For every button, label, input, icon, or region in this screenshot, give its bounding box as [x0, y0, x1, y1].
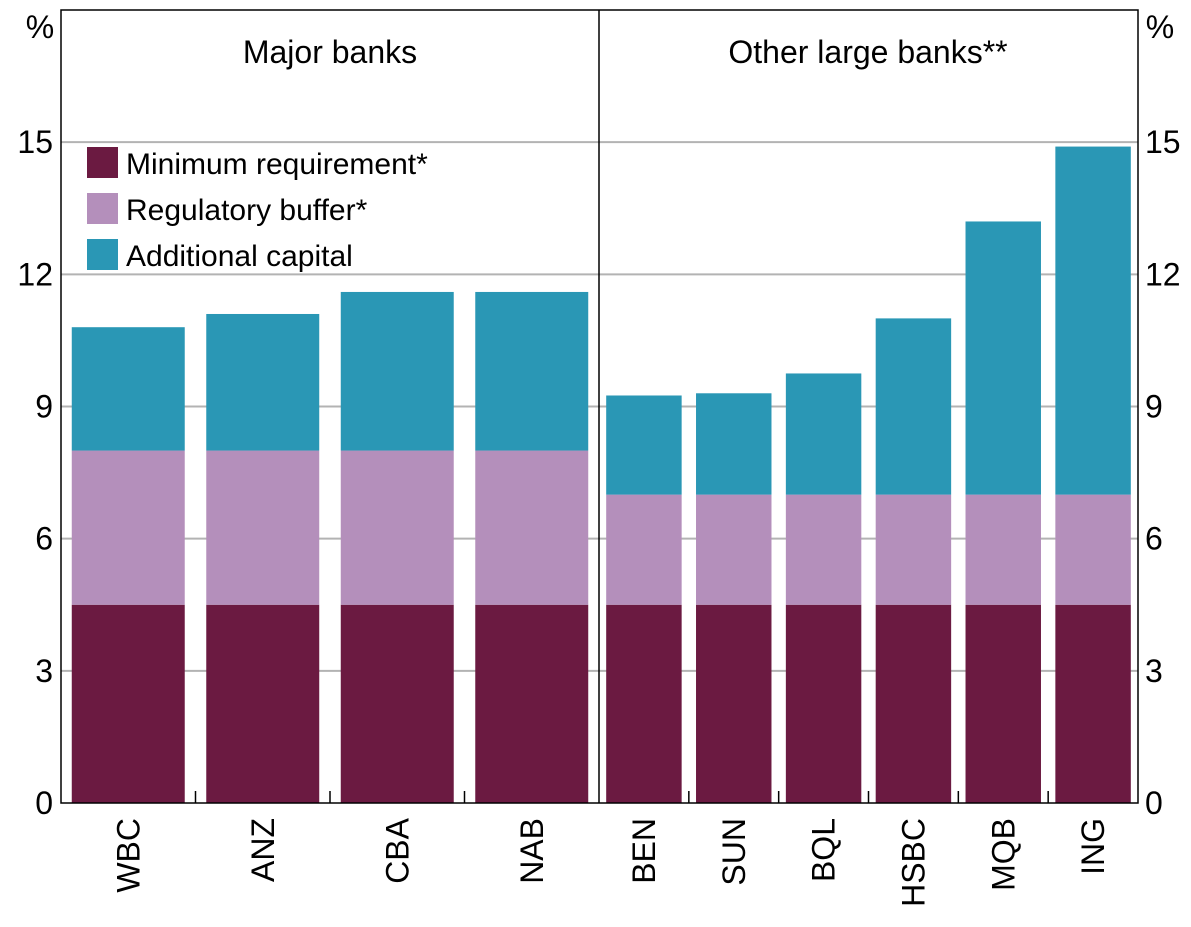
y-tick-label-right: 0	[1145, 785, 1163, 821]
bar-anz-additional-capital	[206, 313, 320, 451]
legend-swatch	[87, 239, 118, 270]
bar-mqb-minimum-requirement	[965, 604, 1041, 803]
bar-sun-additional-capital	[696, 393, 772, 495]
legend-label: Regulatory buffer*	[126, 194, 368, 227]
axes: 0 0 3 3 6 6 9 9 12 12 15 15	[17, 124, 1180, 821]
legend-swatch	[87, 147, 118, 178]
legend-label: Additional capital	[126, 240, 353, 273]
bar-mqb-additional-capital	[965, 221, 1041, 495]
x-category-label: CBA	[379, 817, 415, 883]
panel-title-major-banks: Major banks	[243, 34, 417, 70]
bar-anz-minimum-requirement	[206, 604, 320, 803]
bar-mqb-regulatory-buffer	[965, 494, 1041, 605]
bar-bql-additional-capital	[785, 373, 862, 495]
bar-nab-additional-capital	[475, 291, 589, 451]
bar-ing-minimum-requirement	[1055, 604, 1131, 803]
bar-cba-minimum-requirement	[340, 604, 454, 803]
x-category-label: NAB	[514, 818, 550, 884]
x-category-label: MQB	[985, 818, 1021, 891]
x-category-label: BEN	[626, 818, 662, 884]
bar-nab-minimum-requirement	[475, 604, 589, 803]
bar-bql-minimum-requirement	[785, 604, 862, 803]
bar-hsbc-minimum-requirement	[875, 604, 952, 803]
y-tick-label-right: 3	[1145, 653, 1163, 689]
x-axis-labels: WBC ANZ CBA NAB BEN SUN BQL HSBC MQB ING	[110, 817, 1111, 907]
legend: Minimum requirement* Regulatory buffer* Ad…	[87, 147, 428, 273]
y-tick-label-right: 6	[1145, 521, 1163, 557]
bar-ing-regulatory-buffer	[1055, 494, 1131, 605]
y-unit-right: %	[1146, 9, 1174, 45]
y-tick-label-left: 6	[35, 521, 53, 557]
legend-label: Minimum requirement*	[126, 148, 428, 181]
y-tick-label-right: 9	[1145, 389, 1163, 425]
bar-anz-regulatory-buffer	[206, 450, 320, 605]
bar-cba-regulatory-buffer	[340, 450, 454, 605]
bar-nab-regulatory-buffer	[475, 450, 589, 605]
y-unit-left: %	[26, 9, 54, 45]
bar-wbc-minimum-requirement	[71, 604, 185, 803]
y-tick-label-left: 12	[17, 256, 53, 292]
bar-hsbc-regulatory-buffer	[875, 494, 952, 605]
legend-swatch	[87, 193, 118, 224]
x-category-label: BQL	[806, 818, 842, 882]
y-tick-label-right: 15	[1145, 124, 1181, 160]
y-tick-label-left: 15	[17, 124, 53, 160]
bar-ben-additional-capital	[606, 395, 682, 495]
bar-wbc-regulatory-buffer	[71, 450, 185, 605]
bar-bql-regulatory-buffer	[785, 494, 862, 605]
panel-title-other-large-banks: Other large banks**	[728, 34, 1007, 70]
bar-sun-minimum-requirement	[696, 604, 772, 803]
x-category-label: WBC	[110, 818, 146, 893]
x-category-label: SUN	[716, 818, 752, 886]
x-category-label: ING	[1075, 818, 1111, 875]
y-tick-label-left: 0	[35, 785, 53, 821]
y-tick-label-left: 3	[35, 653, 53, 689]
bar-cba-additional-capital	[340, 291, 454, 451]
x-ticks	[194, 791, 1049, 803]
bar-wbc-additional-capital	[71, 327, 185, 451]
x-category-label: HSBC	[895, 818, 931, 907]
bar-ben-regulatory-buffer	[606, 494, 682, 605]
bar-sun-regulatory-buffer	[696, 494, 772, 605]
y-tick-label-right: 12	[1145, 256, 1181, 292]
bar-ing-additional-capital	[1055, 146, 1131, 495]
y-tick-label-left: 9	[35, 389, 53, 425]
x-category-label: ANZ	[245, 818, 281, 882]
bar-ben-minimum-requirement	[606, 604, 682, 803]
bar-hsbc-additional-capital	[875, 318, 952, 495]
bars	[71, 146, 1131, 803]
